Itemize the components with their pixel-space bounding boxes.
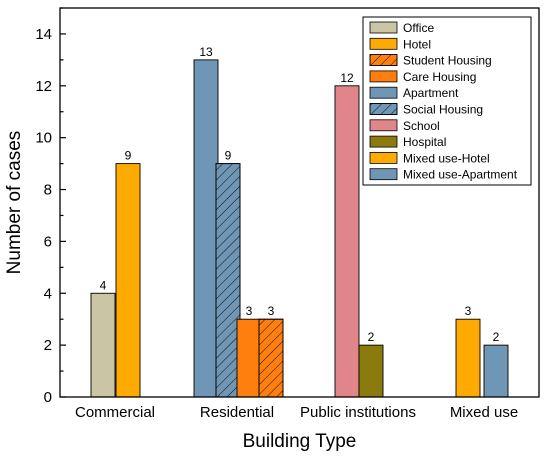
legend-label-hospital: Hospital	[403, 135, 446, 149]
y-axis-title: Number of cases	[4, 131, 25, 275]
data-label-care-housing: 3	[246, 304, 253, 318]
y-tick-label: 12	[35, 78, 52, 95]
bars-layer	[90, 59, 509, 398]
legend-swatch-apartment	[369, 86, 398, 99]
legend-swatch-office	[369, 21, 398, 34]
legend-swatch-hatch-social-housing	[369, 103, 398, 115]
y-tick-label: 10	[35, 130, 52, 147]
legend: Office Hotel Student Housing Care Housing Ap…	[362, 16, 532, 186]
legend-label-care-housing: Care Housing	[403, 70, 476, 84]
legend-label-school: School	[403, 119, 440, 133]
data-label-student-housing: 3	[268, 304, 275, 318]
x-tick-label-commercial: Commercial	[75, 404, 155, 421]
y-tick-label: 8	[44, 182, 52, 199]
x-tick-label-mixed-use: Mixed use	[450, 404, 518, 421]
legend-swatch-mixed-use-hotel	[369, 151, 398, 164]
bar-care-housing	[236, 318, 262, 398]
legend-label-student-housing: Student Housing	[403, 54, 492, 68]
data-label-office: 4	[100, 278, 107, 292]
legend-swatch-hatch-student-housing	[369, 54, 398, 66]
bar-hatch-student-housing	[258, 318, 284, 398]
bar-mixed-use-apartment	[483, 344, 509, 398]
y-tick-label: 6	[44, 233, 52, 250]
bar-school	[334, 85, 360, 398]
data-labels-layer: 4 9 13 9 3 3 12 2 3 2	[100, 45, 500, 344]
data-label-school: 12	[340, 71, 354, 85]
legend-swatch-hotel	[369, 37, 398, 50]
data-label-hotel: 9	[125, 149, 132, 163]
y-tick-label: 14	[35, 26, 52, 43]
data-label-apartment: 13	[199, 45, 213, 59]
legend-label-mixed-use-hotel: Mixed use-Hotel	[403, 151, 490, 165]
legend-label-office: Office	[403, 21, 434, 35]
legend-label-mixed-use-apartment: Mixed use-Apartment	[403, 168, 518, 182]
bar-hospital	[358, 344, 384, 398]
legend-swatch-school	[369, 119, 398, 132]
bar-hotel	[115, 163, 141, 398]
data-label-mixed-use-apartment: 2	[493, 330, 500, 344]
legend-label-apartment: Apartment	[403, 86, 459, 100]
legend-swatch-mixed-use-apartment	[369, 168, 398, 181]
x-tick-label-public-institutions: Public institutions	[300, 404, 416, 421]
bar-mixed-use-hotel	[455, 318, 481, 398]
legend-label-hotel: Hotel	[403, 37, 431, 51]
data-label-social-housing: 9	[225, 149, 232, 163]
bar-apartment	[193, 59, 219, 398]
bar-hatch-social-housing	[215, 163, 241, 398]
y-tick-label: 0	[44, 389, 52, 406]
data-label-mixed-use-hotel: 3	[465, 304, 472, 318]
legend-swatch-care-housing	[369, 70, 398, 83]
y-tick-label: 4	[44, 285, 52, 302]
data-label-hospital: 2	[368, 330, 375, 344]
x-axis: Commercial Residential Public institutions…	[75, 404, 518, 421]
y-axis: 0 2 4 6 8 10 12 14	[35, 7, 66, 406]
bar-office	[90, 292, 116, 398]
legend-swatch-hospital	[369, 135, 398, 148]
y-tick-label: 2	[44, 337, 52, 354]
plot-frame	[59, 7, 540, 398]
legend-label-social-housing: Social Housing	[403, 103, 483, 117]
x-axis-title: Building Type	[243, 431, 357, 452]
x-tick-label-residential: Residential	[200, 404, 274, 421]
